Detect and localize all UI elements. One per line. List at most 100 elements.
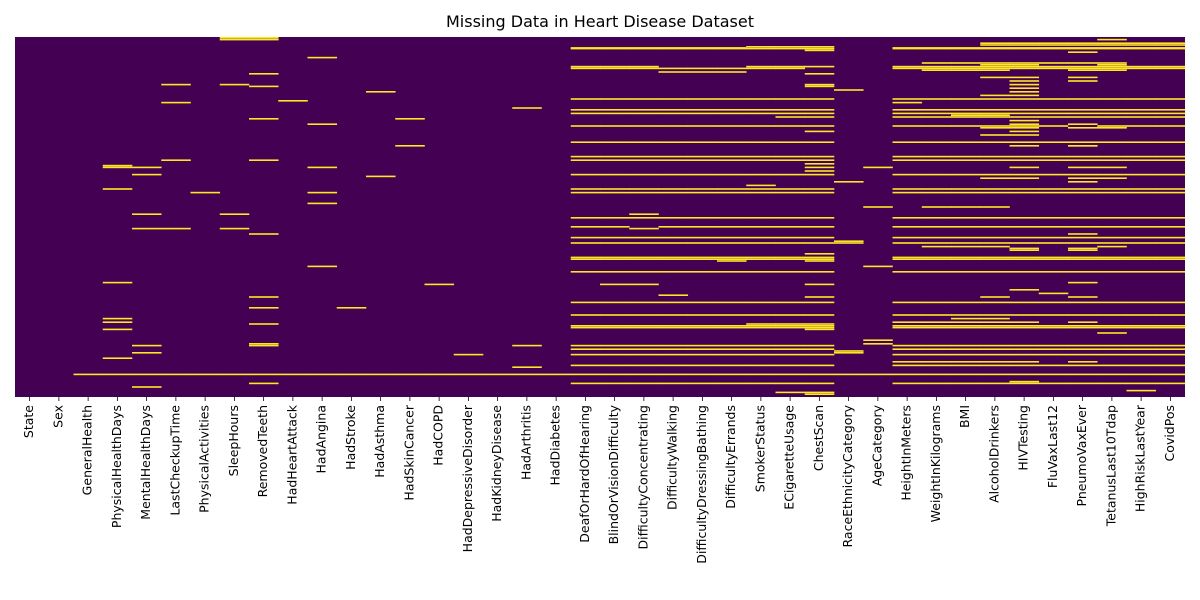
missing-mark-fluvaxlast12-24 — [1038, 271, 1069, 273]
missing-mark-difficultywalking-3 — [658, 71, 689, 73]
missing-mark-deaforhardofhearing-23 — [570, 325, 601, 327]
missing-mark-difficultyerrands-29 — [717, 364, 747, 367]
missing-mark-deaforhardofhearing-11 — [570, 173, 601, 176]
missing-mark-difficultyconcentrating-3 — [629, 67, 659, 70]
missing-mark-weightinkilograms-4 — [921, 67, 952, 70]
missing-mark-chestscan-45 — [804, 391, 835, 394]
missing-mark-tetanuslast10tdap-4 — [1097, 47, 1127, 50]
missing-mark-weightinkilograms-34 — [921, 361, 952, 363]
missing-mark-weightinkilograms-31 — [921, 344, 952, 347]
missing-mark-tetanuslast10tdap-7 — [1097, 65, 1127, 68]
missing-mark-bmi-6 — [951, 98, 981, 100]
missing-mark-chestscan-35 — [804, 323, 835, 325]
missing-mark-chestscan-37 — [804, 326, 835, 329]
missing-mark-difficultyconcentrating-24 — [629, 314, 659, 316]
missing-mark-blindorvisiondifficulty-10 — [600, 159, 630, 161]
missing-mark-fluvaxlast12-32 — [1038, 353, 1069, 356]
missing-mark-hivtesting-11 — [1009, 87, 1040, 89]
missing-mark-hivtesting-7 — [1009, 67, 1040, 70]
missing-mark-difficultyerrands-23 — [717, 314, 747, 316]
missing-mark-bmi-29 — [951, 317, 981, 320]
missing-mark-deaforhardofhearing-17 — [570, 242, 601, 244]
missing-mark-hivtesting-27 — [1009, 159, 1040, 161]
missing-mark-bmi-37 — [951, 364, 981, 367]
x-axis: State Sex GeneralHealth PhysicalHealthDays M… — [21, 397, 1177, 564]
missing-mark-bmi-8 — [951, 112, 981, 115]
missing-mark-smokerstatus-3 — [746, 67, 776, 70]
missing-mark-tetanuslast10tdap-13 — [1097, 116, 1127, 118]
missing-mark-deaforhardofhearing-26 — [570, 348, 601, 350]
missing-mark-difficultyerrands-28 — [717, 353, 747, 356]
missing-mark-agecategory-0 — [863, 166, 893, 169]
missing-mark-alcoholdrinkers-44 — [980, 353, 1010, 356]
missing-mark-blindorvisiondifficulty-6 — [600, 112, 630, 115]
missing-mark-alcoholdrinkers-21 — [980, 159, 1010, 161]
missing-mark-hadcopd-0 — [424, 283, 455, 286]
missing-mark-tetanuslast10tdap-8 — [1097, 67, 1127, 70]
missing-mark-smokerstatus-30 — [746, 364, 776, 367]
missing-mark-difficultywalking-19 — [658, 258, 689, 260]
missing-mark-difficultyerrands-20 — [717, 260, 747, 262]
missing-mark-difficultyconcentrating-15 — [629, 217, 659, 219]
missing-mark-difficultydressingbathing-29 — [687, 373, 718, 376]
missing-mark-hadangina-0 — [307, 56, 338, 59]
missing-mark-smokerstatus-13 — [746, 188, 776, 190]
missing-mark-fluvaxlast12-13 — [1038, 155, 1069, 158]
missing-mark-difficultywalking-2 — [658, 67, 689, 70]
missing-mark-pneumovaxever-23 — [1068, 173, 1098, 176]
missing-mark-fluvaxlast12-6 — [1038, 67, 1069, 70]
missing-mark-ecigaretteusage-10 — [775, 155, 806, 158]
missing-mark-sleephours-2 — [219, 83, 250, 86]
missing-mark-bmi-4 — [951, 67, 981, 70]
missing-mark-ecigaretteusage-14 — [775, 191, 806, 194]
missing-mark-bmi-24 — [951, 256, 981, 259]
missing-mark-bmi-2 — [951, 62, 981, 64]
missing-mark-hivtesting-4 — [1009, 62, 1040, 64]
missing-mark-alcoholdrinkers-24 — [980, 188, 1010, 190]
missing-mark-highrisklastyear-16 — [1126, 191, 1157, 194]
missing-mark-difficultyconcentrating-31 — [629, 373, 659, 376]
missing-mark-bmi-15 — [951, 173, 981, 176]
missing-mark-highrisklastyear-7 — [1126, 109, 1157, 111]
missing-mark-pneumovaxever-19 — [1068, 145, 1098, 147]
missing-mark-removedteeth-9 — [249, 323, 279, 325]
missing-mark-difficultywalking-18 — [658, 256, 689, 259]
missing-mark-blindorvisiondifficulty-21 — [600, 283, 630, 286]
missing-mark-ecigaretteusage-25 — [775, 325, 806, 327]
missing-mark-covidpos-5 — [1155, 67, 1186, 70]
missing-mark-alcoholdrinkers-4 — [980, 62, 1010, 64]
x-tick-label-removedteeth: RemovedTeeth — [255, 405, 270, 497]
missing-mark-hadskincancer-0 — [395, 118, 425, 120]
missing-mark-agecategory-2 — [863, 265, 893, 268]
missing-mark-pneumovaxever-22 — [1068, 166, 1098, 169]
missing-mark-blindorvisiondifficulty-29 — [600, 364, 630, 367]
missing-mark-difficultywalking-20 — [658, 271, 689, 273]
missing-mark-blindorvisiondifficulty-7 — [600, 125, 630, 127]
missing-mark-lastcheckuptime-2 — [161, 159, 191, 161]
missing-mark-ecigaretteusage-12 — [775, 173, 806, 176]
missing-mark-covidpos-28 — [1155, 344, 1186, 347]
missing-mark-blindorvisiondifficulty-30 — [600, 373, 630, 376]
missing-mark-ecigaretteusage-19 — [775, 256, 806, 259]
missing-mark-hivtesting-32 — [1009, 191, 1040, 194]
missing-mark-chestscan-12 — [804, 130, 835, 133]
missing-mark-physicalhealthdays-8 — [102, 373, 133, 376]
missing-mark-difficultywalking-12 — [658, 188, 689, 190]
missing-mark-bmi-35 — [951, 353, 981, 356]
missing-mark-hivtesting-22 — [1009, 130, 1040, 133]
missing-mark-chestscan-29 — [804, 260, 835, 262]
missing-mark-smokerstatus-5 — [746, 109, 776, 111]
missing-mark-hivtesting-20 — [1009, 125, 1040, 127]
missing-mark-alcoholdrinkers-6 — [980, 65, 1010, 68]
missing-mark-covidpos-21 — [1155, 256, 1186, 259]
missing-mark-difficultyconcentrating-26 — [629, 326, 659, 329]
x-tick-label-sleephours: SleepHours — [226, 405, 241, 476]
missing-mark-pneumovaxever-3 — [1068, 47, 1098, 50]
missing-mark-chestscan-8 — [804, 109, 835, 111]
missing-mark-pneumovaxever-17 — [1068, 141, 1098, 143]
missing-mark-difficultydressingbathing-24 — [687, 326, 718, 329]
missing-mark-highrisklastyear-29 — [1126, 348, 1157, 350]
missing-mark-difficultyerrands-15 — [717, 226, 747, 228]
x-tick-label-hadkidneydisease: HadKidneyDisease — [489, 405, 504, 522]
missing-mark-difficultyconcentrating-12 — [629, 188, 659, 190]
